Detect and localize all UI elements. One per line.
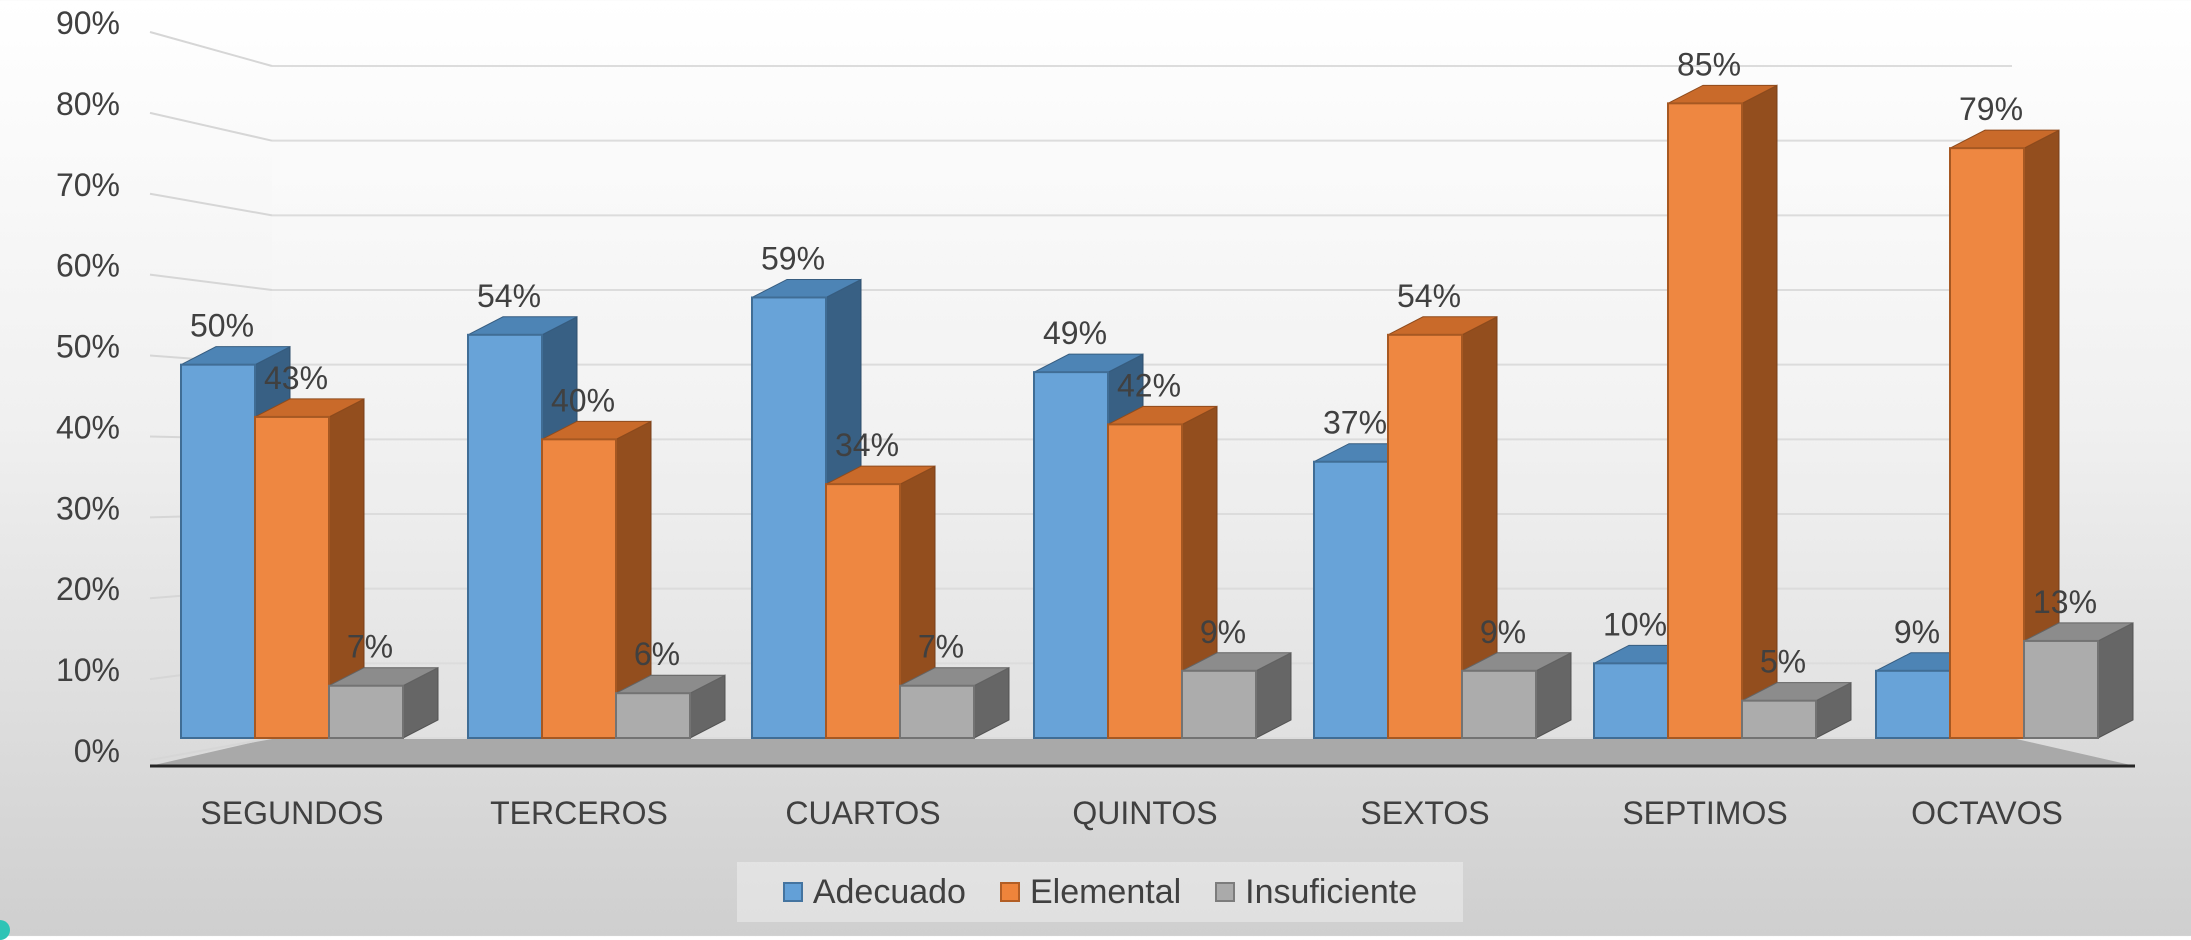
- data-label-insuficiente-septimos: 5%: [1760, 644, 1806, 680]
- y-tick-label: 40%: [56, 409, 120, 445]
- bar-adecuado-segundos: [180, 363, 256, 739]
- x-tick-label: OCTAVOS: [1911, 795, 2063, 831]
- data-label-adecuado-sextos: 37%: [1323, 405, 1387, 441]
- bar-adecuado-cuartos: [751, 296, 827, 739]
- data-label-adecuado-terceros: 54%: [477, 278, 541, 314]
- legend-label-insuficiente: Insuficiente: [1245, 872, 1418, 911]
- data-label-insuficiente-quintos: 9%: [1200, 614, 1246, 650]
- chart-floor: [150, 738, 2135, 766]
- bar-adecuado-septimos: [1593, 662, 1669, 739]
- bar-insuficiente-terceros: [615, 692, 691, 740]
- data-label-adecuado-septimos: 10%: [1603, 606, 1667, 642]
- data-label-elemental-segundos: 43%: [264, 360, 328, 396]
- gridline-side: [149, 192, 273, 217]
- x-tick-label: CUARTOS: [785, 795, 940, 831]
- data-label-elemental-cuartos: 34%: [835, 427, 899, 463]
- bar-adecuado-quintos: [1033, 371, 1109, 739]
- bar-adecuado-terceros: [467, 333, 543, 739]
- bar-insuficiente-quintos: [1181, 669, 1257, 739]
- data-label-adecuado-octavos: 9%: [1894, 614, 1940, 650]
- bar-adecuado-octavos: [1875, 669, 1951, 739]
- legend-swatch-elemental: [999, 882, 1020, 902]
- y-tick-label: 0%: [74, 733, 120, 769]
- data-label-elemental-octavos: 79%: [1959, 91, 2023, 127]
- x-tick-label: SEGUNDOS: [200, 795, 383, 831]
- y-tick-label: 50%: [56, 329, 120, 365]
- legend-item-elemental: Elemental: [999, 872, 1182, 912]
- y-tick-label: 60%: [56, 248, 120, 284]
- bar-elemental-segundos: [254, 415, 330, 739]
- y-tick-label: 70%: [56, 167, 120, 203]
- bar-elemental-terceros: [541, 438, 617, 739]
- data-label-elemental-quintos: 42%: [1117, 367, 1181, 403]
- data-label-adecuado-segundos: 50%: [190, 308, 254, 344]
- data-label-insuficiente-sextos: 9%: [1480, 614, 1526, 650]
- gridline-side: [149, 273, 273, 291]
- bar-side-insuficiente-octavos: [2097, 622, 2134, 739]
- legend-label-elemental: Elemental: [1029, 872, 1182, 911]
- data-label-adecuado-cuartos: 59%: [761, 240, 825, 276]
- bar-insuficiente-segundos: [328, 684, 404, 740]
- bar-insuficiente-cuartos: [899, 684, 975, 740]
- bar-elemental-quintos: [1107, 423, 1183, 739]
- bar-side-elemental-septimos: [1741, 84, 1778, 739]
- x-tick-label: SEXTOS: [1360, 795, 1489, 831]
- legend-swatch-insuficiente: [1215, 882, 1236, 902]
- data-label-elemental-terceros: 40%: [551, 382, 615, 418]
- legend-item-insuficiente: Insuficiente: [1215, 873, 1417, 912]
- y-tick-label: 10%: [56, 652, 120, 688]
- bar-insuficiente-septimos: [1741, 699, 1817, 740]
- bar-insuficiente-sextos: [1461, 669, 1537, 739]
- bar-adecuado-sextos: [1313, 460, 1389, 739]
- gridline-side: [149, 737, 273, 761]
- gridline-side: [149, 111, 273, 142]
- gridline-side: [149, 31, 273, 67]
- legend: Adecuado Elemental Insuficiente: [737, 862, 1463, 922]
- y-tick-label: 80%: [56, 86, 120, 122]
- x-tick-label: TERCEROS: [490, 795, 668, 831]
- data-label-insuficiente-segundos: 7%: [347, 629, 393, 665]
- legend-swatch-adecuado: [782, 882, 803, 902]
- data-label-adecuado-quintos: 49%: [1043, 315, 1107, 351]
- legend-label-adecuado: Adecuado: [812, 872, 966, 911]
- data-label-insuficiente-terceros: 6%: [634, 636, 680, 672]
- bar-elemental-septimos: [1667, 102, 1743, 740]
- corner-decoration: [0, 920, 10, 940]
- x-tick-label: SEPTIMOS: [1622, 795, 1787, 831]
- y-tick-label: 20%: [56, 571, 120, 607]
- bar-elemental-octavos: [1949, 147, 2025, 739]
- data-label-insuficiente-octavos: 13%: [2033, 584, 2097, 620]
- bar-elemental-sextos: [1387, 333, 1463, 739]
- data-label-insuficiente-cuartos: 7%: [918, 629, 964, 665]
- bar-insuficiente-octavos: [2023, 639, 2099, 740]
- bar-elemental-cuartos: [825, 483, 901, 739]
- y-tick-label: 90%: [56, 5, 120, 41]
- x-tick-label: QUINTOS: [1072, 795, 1217, 831]
- data-label-elemental-sextos: 54%: [1397, 278, 1461, 314]
- y-tick-label: 30%: [56, 490, 120, 526]
- legend-item-adecuado: Adecuado: [782, 872, 966, 912]
- data-label-elemental-septimos: 85%: [1677, 46, 1741, 82]
